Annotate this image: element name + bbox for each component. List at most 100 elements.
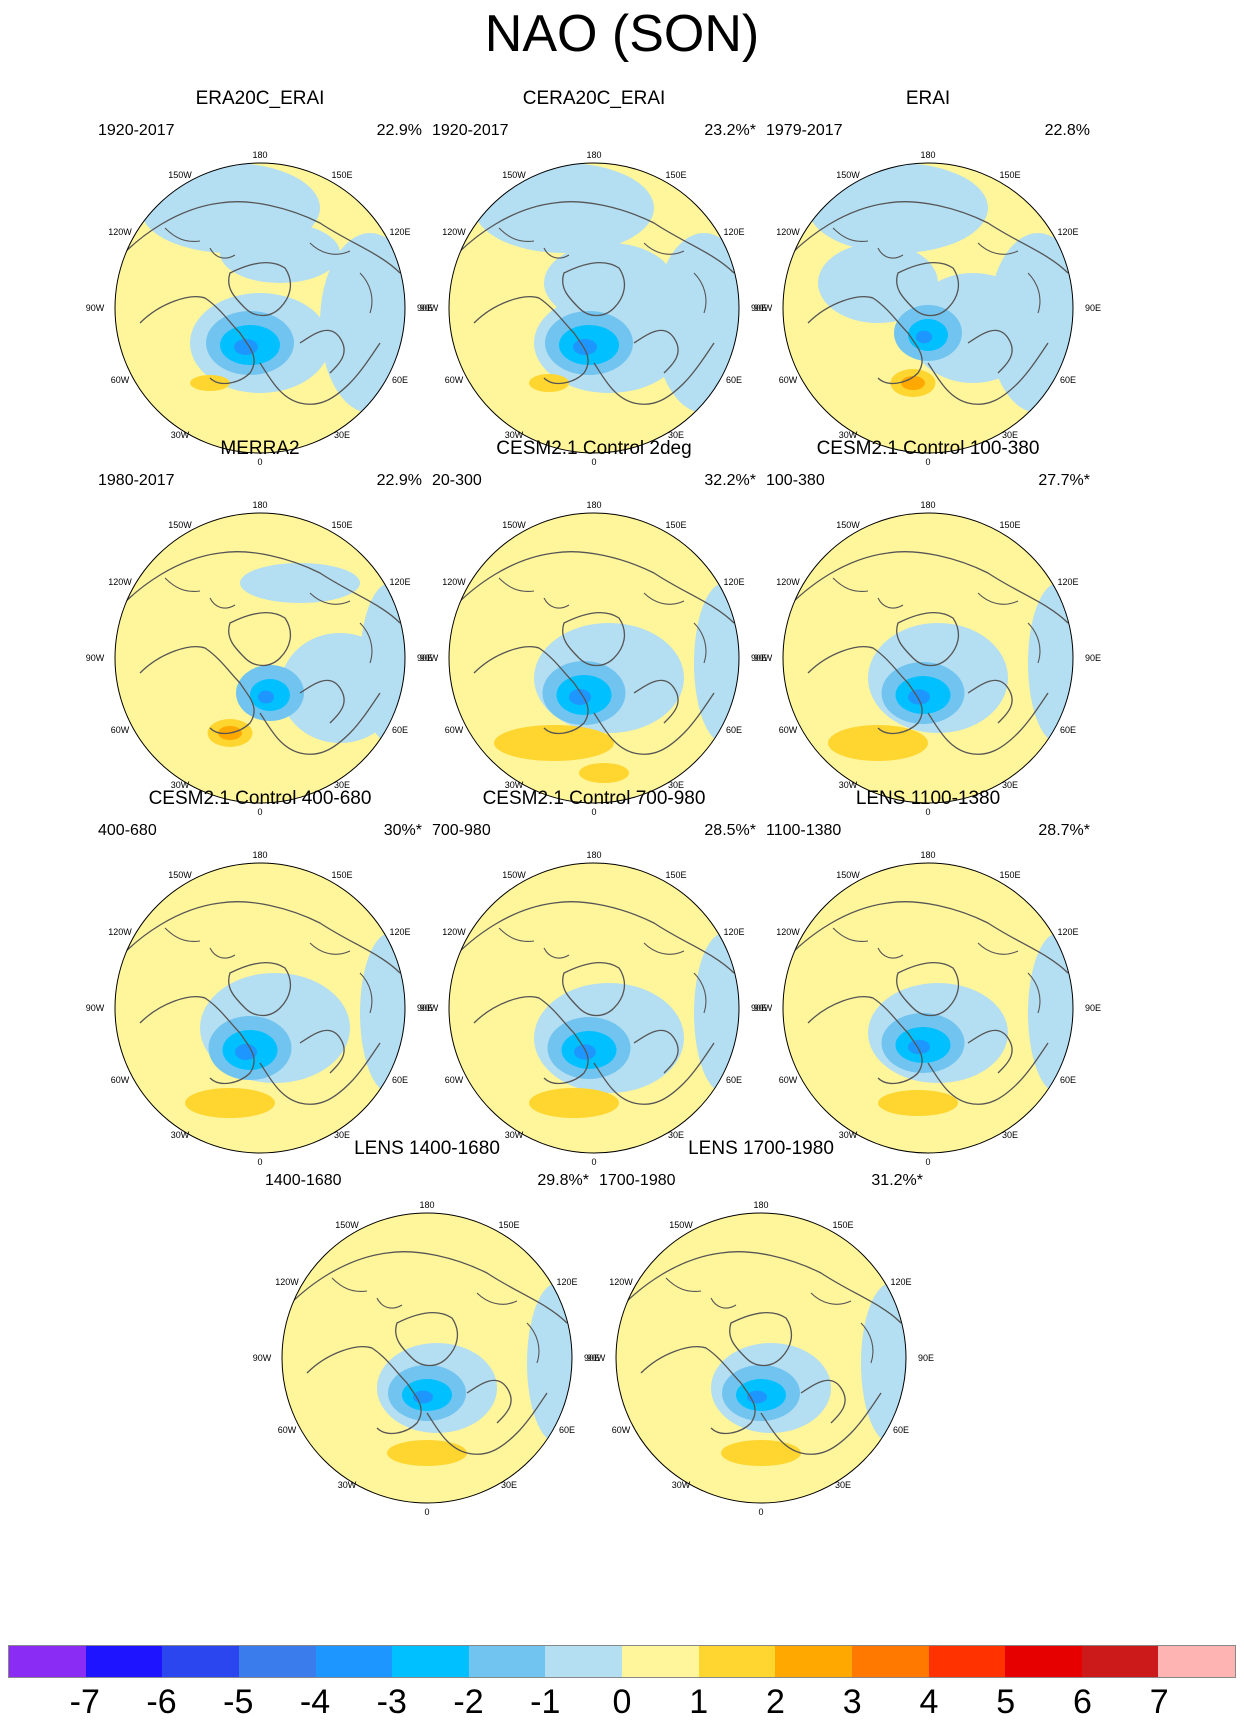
panel-title: CESM2.1 Control 2deg: [496, 438, 692, 459]
longitude-label: 150E: [999, 170, 1020, 180]
longitude-label: 30W: [505, 430, 524, 440]
panel-period: 1980-2017: [98, 472, 175, 489]
longitude-label: 60E: [559, 1425, 575, 1435]
longitude-label: 0: [925, 457, 930, 467]
colorbar-segment: [162, 1646, 239, 1677]
colorbar-segment: [545, 1646, 622, 1677]
longitude-label: 120W: [776, 227, 800, 237]
map-panel: CESM2.1 Control 400-680 400-680 30%* 180 0 90…: [80, 788, 440, 1188]
longitude-label: 60W: [445, 375, 464, 385]
panel-period: 1920-2017: [432, 122, 509, 139]
panel-title: LENS 1100-1380: [855, 788, 1001, 809]
panel-title: LENS 1400-1680: [354, 1138, 500, 1159]
longitude-label: 90E: [417, 303, 433, 313]
longitude-label: 0: [591, 457, 596, 467]
colorbar-segment: [468, 1646, 546, 1677]
longitude-label: 120E: [723, 227, 744, 237]
longitude-label: 90W: [754, 653, 773, 663]
colorbar-segment: [698, 1646, 776, 1677]
longitude-label: 30W: [505, 1130, 524, 1140]
panel-variance: 27.7%*: [1038, 472, 1090, 489]
longitude-label: 150W: [502, 870, 526, 880]
colorbar-tick-label: 0: [612, 1683, 632, 1721]
longitude-label: 150W: [168, 870, 192, 880]
longitude-label: 120E: [723, 927, 744, 937]
map-panel: ERA20C_ERAI 1920-2017 22.9% 180 0 90W 90E 150W 1…: [80, 88, 440, 488]
longitude-label: 150W: [836, 870, 860, 880]
map-panel: CESM2.1 Control 700-980 700-980 28.5%* 180 0…: [414, 788, 774, 1188]
longitude-label: 120W: [776, 927, 800, 937]
map-panel: CESM2.1 Control 2deg 20-300 32.2%* 180 0 90W 9…: [414, 438, 774, 838]
longitude-label: 120W: [108, 227, 132, 237]
panel-period: 100-380: [766, 472, 825, 489]
longitude-label: 150E: [665, 170, 686, 180]
longitude-label: 120E: [1057, 227, 1078, 237]
longitude-label: 150E: [331, 520, 352, 530]
longitude-label: 60E: [1060, 375, 1076, 385]
colorbar-tick-label: -1: [530, 1683, 561, 1721]
longitude-label: 120W: [609, 1277, 633, 1287]
longitude-label: 150E: [331, 870, 352, 880]
longitude-label: 180: [586, 500, 601, 510]
longitude-label: 0: [758, 1507, 763, 1517]
panel-title: CESM2.1 Control 700-980: [482, 788, 706, 809]
panel-variance: 31.2%*: [871, 1172, 923, 1189]
longitude-label: 60E: [1060, 725, 1076, 735]
panel-period: 700-980: [432, 822, 491, 839]
longitude-label: 30E: [1002, 430, 1018, 440]
longitude-label: 30W: [839, 780, 858, 790]
longitude-label: 0: [591, 1157, 596, 1167]
colorbar-segment: [1158, 1646, 1235, 1677]
longitude-label: 150W: [669, 1220, 693, 1230]
longitude-label: 120E: [556, 1277, 577, 1287]
panel-title: CESM2.1 Control 100-380: [816, 438, 1040, 459]
longitude-label: 90W: [86, 1003, 105, 1013]
panel-period: 20-300: [432, 472, 482, 489]
longitude-label: 0: [591, 807, 596, 817]
panel-title: CESM2.1 Control 400-680: [148, 788, 372, 809]
longitude-label: 30W: [171, 1130, 190, 1140]
panel-period: 1920-2017: [98, 122, 175, 139]
longitude-label: 60E: [392, 1075, 408, 1085]
map-panel: LENS 1400-1680 1400-1680 29.8%* 180 0 90W 90E 1…: [247, 1138, 607, 1538]
panel-variance: 22.9%: [376, 472, 422, 489]
colorbar-segment: [9, 1646, 86, 1677]
longitude-label: 150W: [502, 520, 526, 530]
longitude-label: 30W: [839, 430, 858, 440]
colorbar-tick-label: -7: [69, 1683, 100, 1721]
longitude-label: 180: [586, 850, 601, 860]
longitude-label: 60W: [779, 725, 798, 735]
longitude-label: 90W: [253, 1353, 272, 1363]
longitude-label: 60W: [612, 1425, 631, 1435]
panel-variance: 32.2%*: [704, 472, 756, 489]
map-panel: LENS 1100-1380 1100-1380 28.7%* 180 0 90W 90E 1…: [748, 788, 1108, 1188]
longitude-label: 60E: [392, 375, 408, 385]
longitude-label: 60W: [111, 1075, 130, 1085]
colorbar-segment: [238, 1646, 316, 1677]
longitude-label: 30W: [171, 430, 190, 440]
colorbar-labels: -7 -6 -5 -4 -3 -2 -1 0 1 2 3 4 5 6 7: [8, 1683, 1236, 1723]
colorbar-tick-label: 7: [1149, 1683, 1169, 1721]
panel-period: 400-680: [98, 822, 157, 839]
colorbar-segment: [392, 1646, 469, 1677]
longitude-label: 150W: [836, 170, 860, 180]
longitude-label: 90E: [751, 1003, 767, 1013]
longitude-label: 60W: [445, 725, 464, 735]
longitude-label: 0: [257, 457, 262, 467]
longitude-label: 180: [419, 1200, 434, 1210]
longitude-label: 180: [753, 1200, 768, 1210]
longitude-label: 120E: [890, 1277, 911, 1287]
longitude-label: 120E: [389, 927, 410, 937]
longitude-label: 90W: [420, 1003, 439, 1013]
longitude-label: 120W: [442, 927, 466, 937]
longitude-label: 150E: [498, 1220, 519, 1230]
longitude-label: 150E: [665, 870, 686, 880]
longitude-label: 90W: [86, 653, 105, 663]
longitude-label: 60E: [726, 375, 742, 385]
